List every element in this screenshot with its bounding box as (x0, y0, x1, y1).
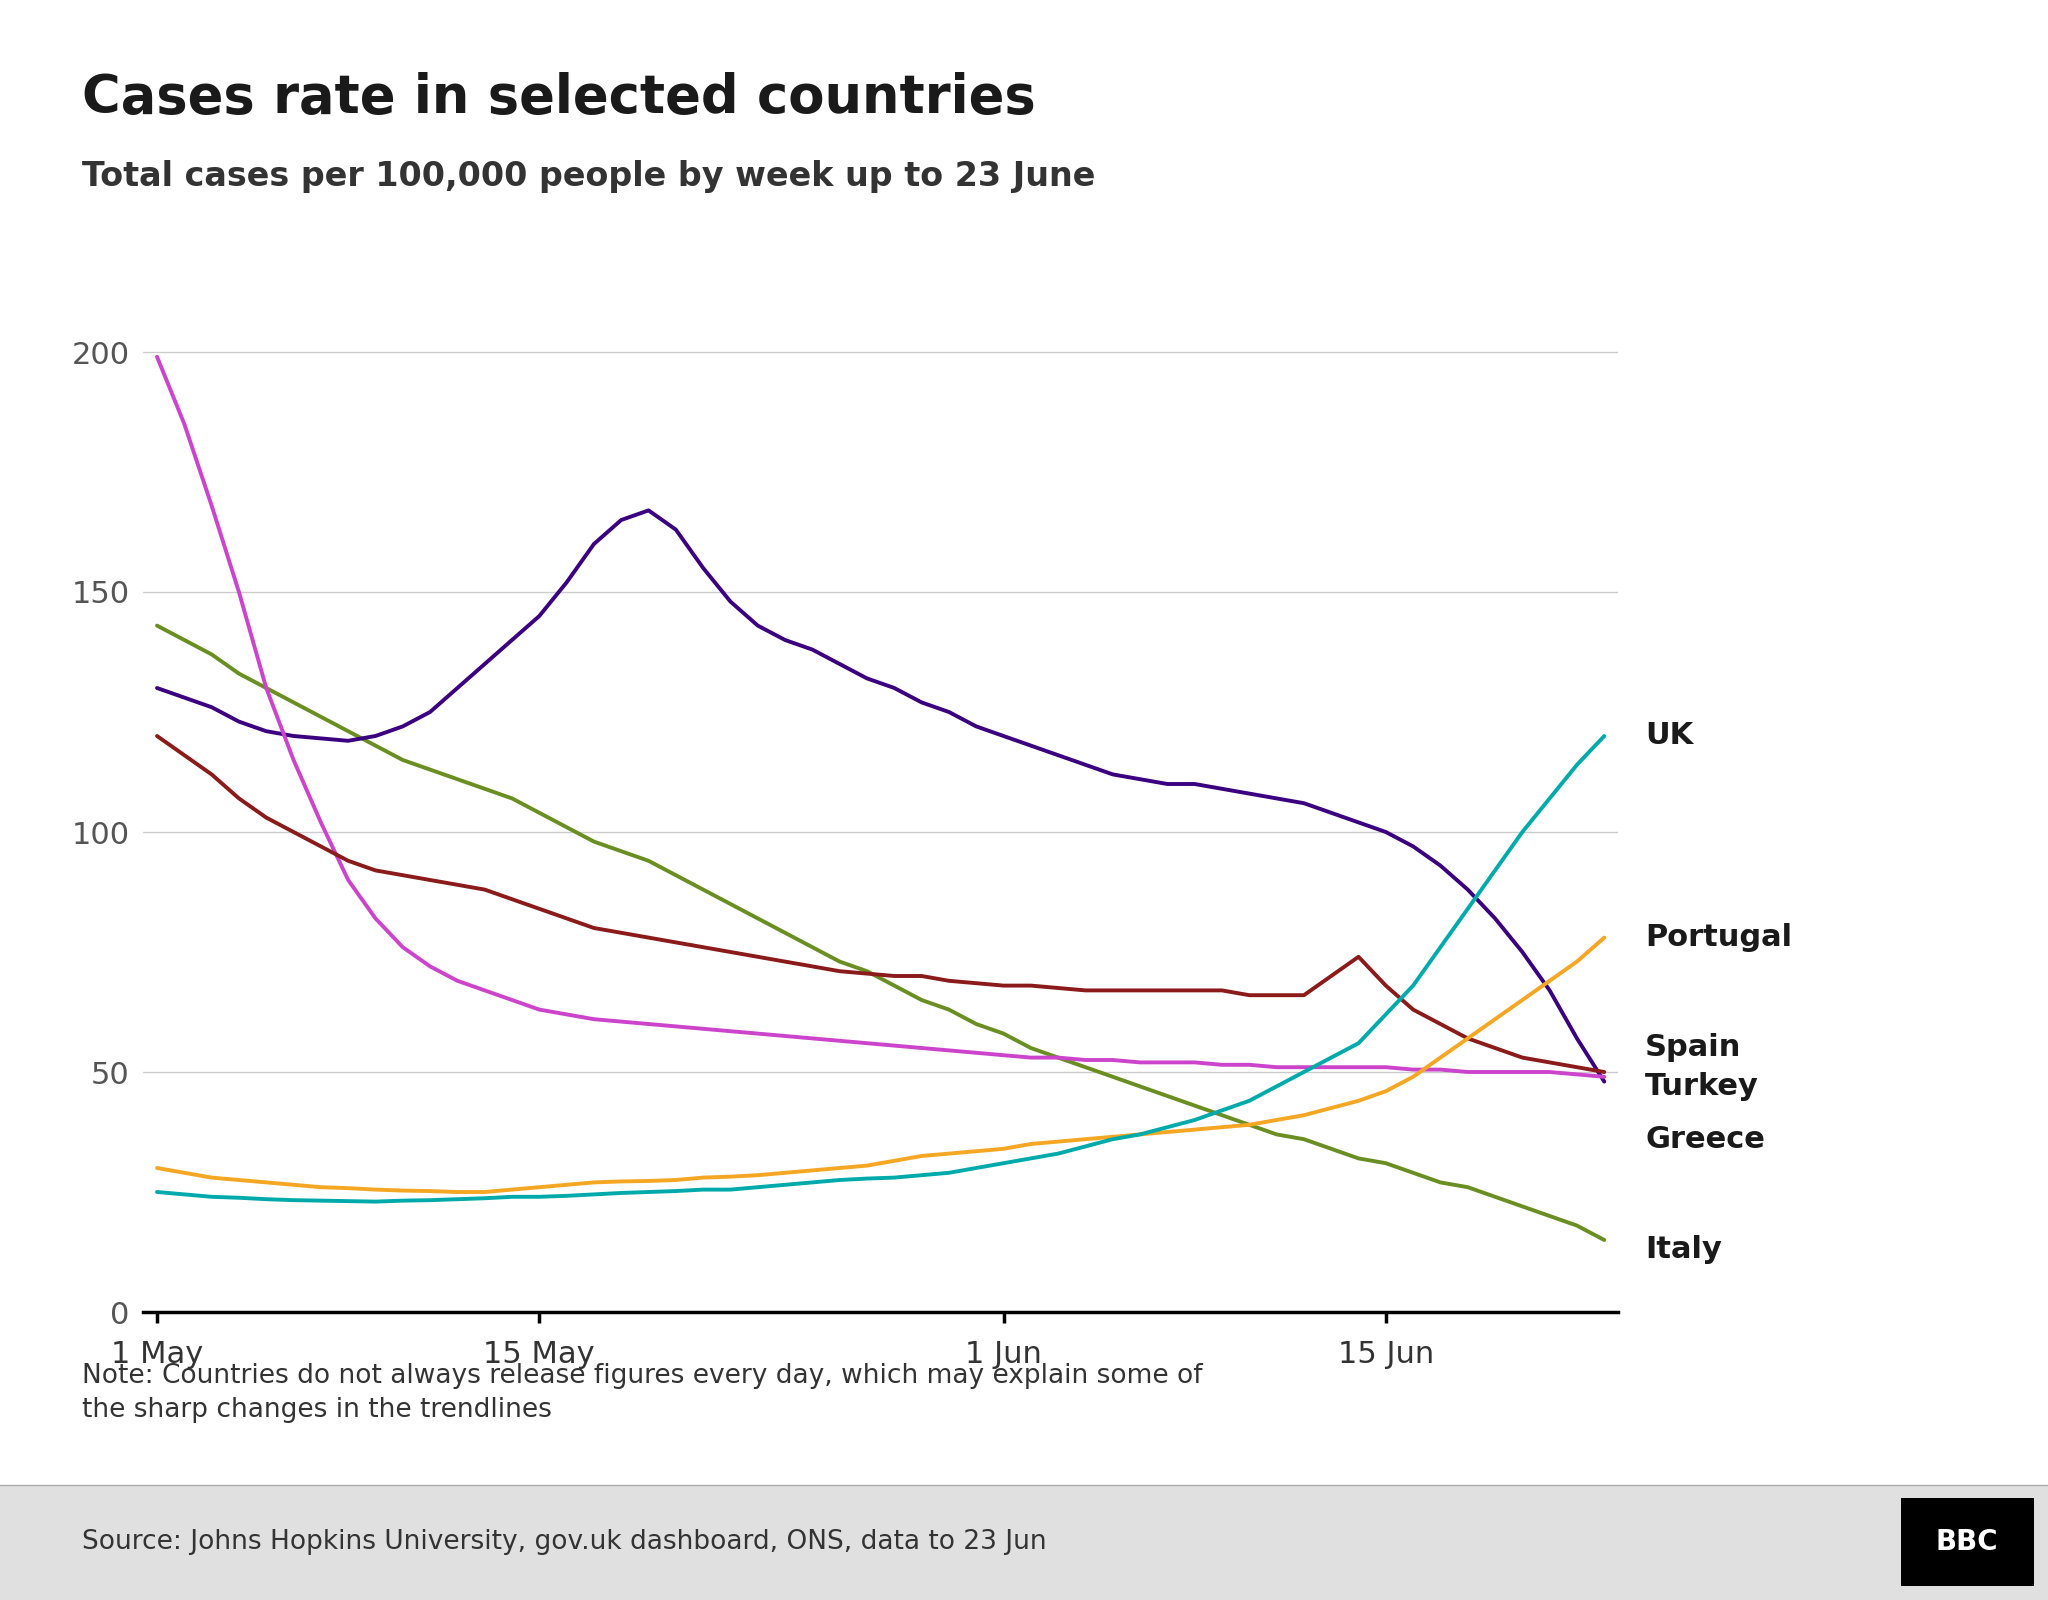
Text: Spain: Spain (1645, 1034, 1741, 1062)
Text: UK: UK (1645, 722, 1694, 750)
Text: Turkey: Turkey (1645, 1072, 1759, 1101)
Text: Source: Johns Hopkins University, gov.uk dashboard, ONS, data to 23 Jun: Source: Johns Hopkins University, gov.uk… (82, 1530, 1047, 1555)
Text: Cases rate in selected countries: Cases rate in selected countries (82, 72, 1036, 125)
Text: Total cases per 100,000 people by week up to 23 June: Total cases per 100,000 people by week u… (82, 160, 1096, 194)
Text: BBC: BBC (1935, 1528, 1999, 1557)
Text: Note: Countries do not always release figures every day, which may explain some : Note: Countries do not always release fi… (82, 1363, 1202, 1424)
Text: Italy: Italy (1645, 1235, 1722, 1264)
Text: Portugal: Portugal (1645, 923, 1792, 952)
Text: Greece: Greece (1645, 1125, 1765, 1154)
